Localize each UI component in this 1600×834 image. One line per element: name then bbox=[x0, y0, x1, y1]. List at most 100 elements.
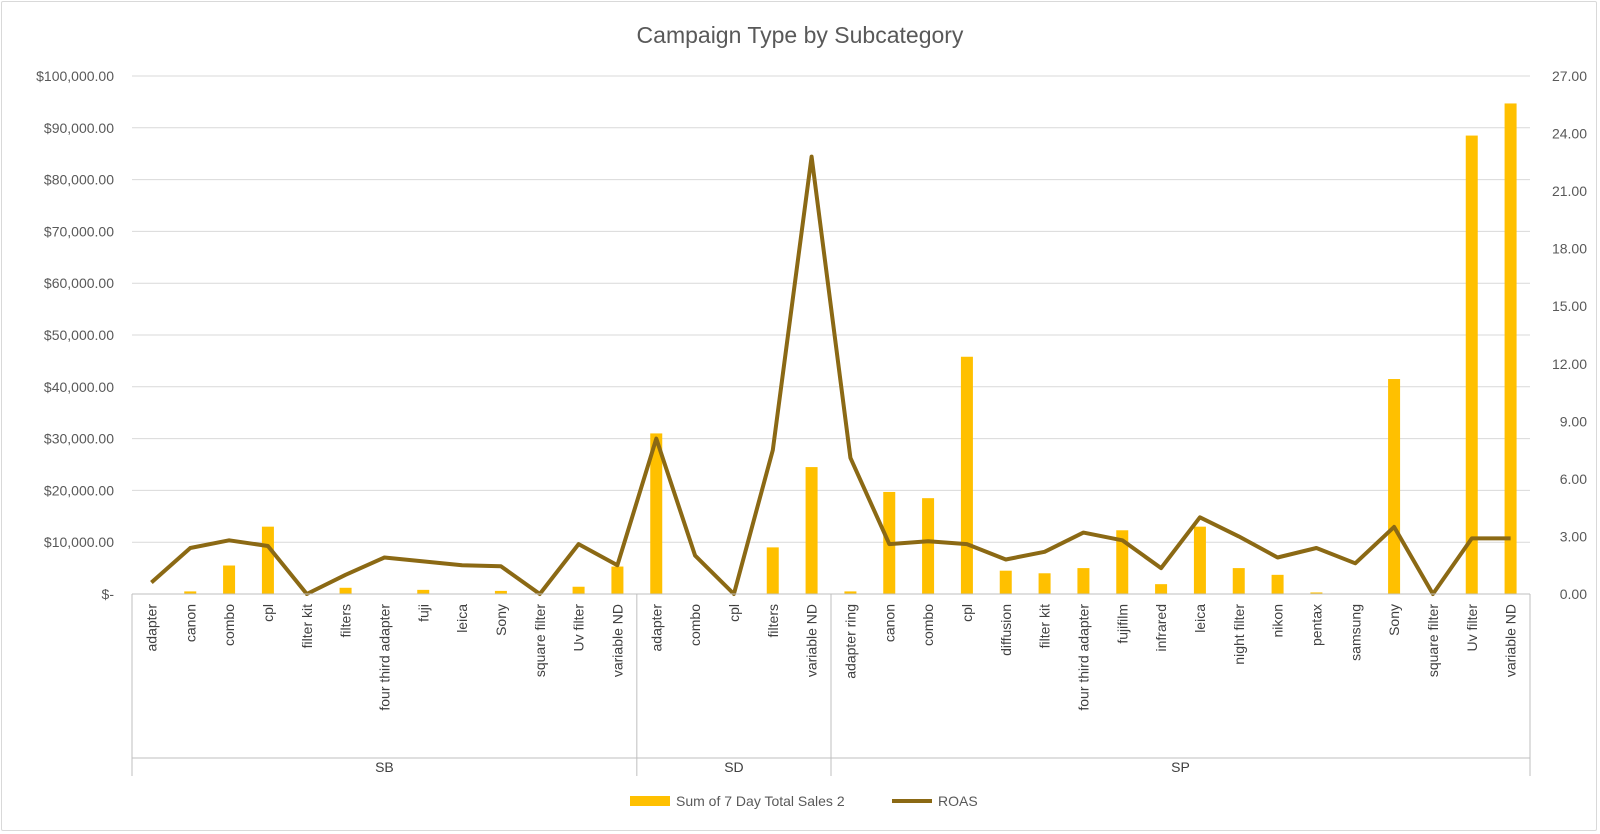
line-series bbox=[150, 154, 1511, 596]
bar bbox=[1504, 103, 1517, 594]
bar bbox=[1388, 379, 1401, 594]
bar bbox=[1038, 573, 1051, 594]
category-axis: adapter canon combo cpl filter kit filters fou… bbox=[131, 593, 1531, 776]
category-label: canon bbox=[182, 604, 198, 642]
category-label: infrared bbox=[1153, 604, 1169, 651]
category-label: leica bbox=[454, 604, 470, 633]
bar bbox=[1077, 568, 1090, 594]
bar bbox=[999, 570, 1012, 594]
bar bbox=[184, 591, 197, 594]
left-tick-label: $30,000.00 bbox=[44, 431, 114, 447]
bar bbox=[844, 591, 857, 594]
right-tick-label: 18.00 bbox=[1552, 241, 1587, 257]
legend-swatch-sales bbox=[630, 796, 670, 806]
bar bbox=[650, 433, 663, 594]
right-tick-label: 3.00 bbox=[1560, 528, 1587, 544]
category-label: four third adapter bbox=[1075, 604, 1091, 711]
bar bbox=[223, 565, 236, 594]
chart-title: Campaign Type by Subcategory bbox=[637, 22, 964, 48]
bar bbox=[1232, 568, 1245, 594]
left-tick-label: $20,000.00 bbox=[44, 482, 114, 498]
legend-label-sales: Sum of 7 Day Total Sales 2 bbox=[676, 793, 845, 809]
right-tick-label: 27.00 bbox=[1552, 68, 1587, 84]
category-label: filter kit bbox=[1037, 604, 1053, 648]
category-label: combo bbox=[221, 604, 237, 646]
category-label: pentax bbox=[1308, 604, 1324, 646]
bar bbox=[417, 589, 430, 594]
bar bbox=[1193, 526, 1206, 594]
left-tick-label: $90,000.00 bbox=[44, 120, 114, 136]
bar bbox=[494, 590, 507, 594]
category-label: square filter bbox=[1425, 604, 1441, 677]
category-label: cpl bbox=[726, 604, 742, 622]
category-label: filters bbox=[338, 604, 354, 637]
right-tick-label: 24.00 bbox=[1552, 126, 1587, 142]
category-label: four third adapter bbox=[376, 604, 392, 711]
right-tick-label: 12.00 bbox=[1552, 356, 1587, 372]
category-label: samsung bbox=[1347, 604, 1363, 661]
bar bbox=[339, 587, 352, 594]
left-tick-label: $70,000.00 bbox=[44, 223, 114, 239]
roas-line bbox=[150, 154, 1511, 596]
left-axis: $- $10,000.00 $20,000.00 $30,000.00 $40,000.… bbox=[36, 68, 114, 602]
category-label: cpl bbox=[260, 604, 276, 622]
category-label: Uv filter bbox=[1464, 604, 1480, 652]
left-tick-label: $10,000.00 bbox=[44, 534, 114, 550]
category-label: square filter bbox=[532, 604, 548, 677]
category-label: leica bbox=[1192, 604, 1208, 633]
bar bbox=[960, 356, 973, 594]
group-label: SD bbox=[724, 759, 743, 775]
legend: Sum of 7 Day Total Sales 2 ROAS bbox=[630, 793, 978, 809]
legend-label-roas: ROAS bbox=[938, 793, 978, 809]
category-label: variable ND bbox=[804, 604, 820, 677]
left-tick-label: $60,000.00 bbox=[44, 275, 114, 291]
category-label: adapter ring bbox=[842, 604, 858, 679]
gridlines bbox=[132, 75, 1530, 595]
category-label: adapter bbox=[143, 604, 159, 652]
bar bbox=[261, 526, 274, 594]
right-tick-label: 9.00 bbox=[1560, 413, 1587, 429]
group-label: SP bbox=[1171, 759, 1190, 775]
group-label: SB bbox=[375, 759, 394, 775]
left-tick-label: $40,000.00 bbox=[44, 379, 114, 395]
category-label: canon bbox=[881, 604, 897, 642]
category-label: combo bbox=[687, 604, 703, 646]
bar bbox=[766, 547, 779, 594]
bar bbox=[1271, 574, 1284, 594]
bar bbox=[1465, 135, 1478, 594]
category-label: diffusion bbox=[998, 604, 1014, 656]
category-label: adapter bbox=[648, 604, 664, 652]
category-label: fuji bbox=[415, 604, 431, 622]
right-tick-label: 21.00 bbox=[1552, 183, 1587, 199]
left-tick-label: $80,000.00 bbox=[44, 172, 114, 188]
category-label: Sony bbox=[493, 604, 509, 636]
bar bbox=[611, 566, 624, 594]
bar bbox=[1155, 584, 1168, 594]
category-label: Sony bbox=[1386, 604, 1402, 636]
category-label: variable ND bbox=[1503, 604, 1519, 677]
bar bbox=[1310, 592, 1323, 594]
category-label: combo bbox=[920, 604, 936, 646]
right-tick-label: 6.00 bbox=[1560, 471, 1587, 487]
category-label: variable ND bbox=[609, 604, 625, 677]
bar bbox=[572, 586, 585, 594]
left-tick-label: $50,000.00 bbox=[44, 327, 114, 343]
right-tick-label: 15.00 bbox=[1552, 298, 1587, 314]
category-label: Uv filter bbox=[571, 604, 587, 652]
bar bbox=[1116, 530, 1129, 594]
category-label: night filter bbox=[1231, 604, 1247, 665]
bar-series bbox=[184, 103, 1517, 594]
bar bbox=[922, 498, 935, 594]
bar bbox=[805, 467, 818, 594]
right-axis: 0.00 3.00 6.00 9.00 12.00 15.00 18.00 21.00 24.0… bbox=[1552, 68, 1587, 602]
category-label: nikon bbox=[1270, 604, 1286, 637]
category-label: fujifilm bbox=[1114, 604, 1130, 644]
category-label: filters bbox=[765, 604, 781, 637]
left-tick-label: $100,000.00 bbox=[36, 68, 114, 84]
category-label: filter kit bbox=[299, 604, 315, 648]
right-tick-label: 0.00 bbox=[1560, 586, 1587, 602]
left-tick-label: $- bbox=[102, 586, 115, 602]
